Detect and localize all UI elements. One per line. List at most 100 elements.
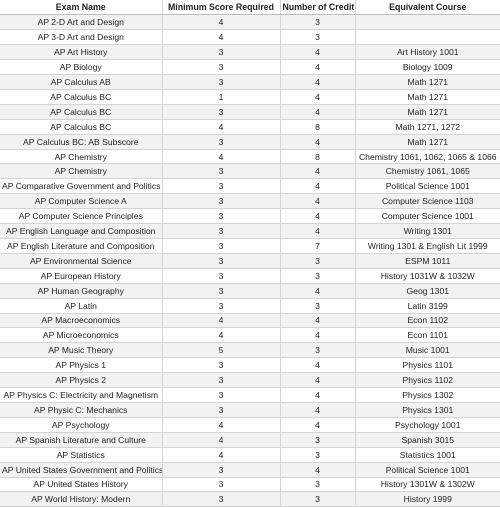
exam-name-cell: AP Calculus BC (0, 89, 163, 105)
minimum-score-cell: 4 (162, 149, 281, 165)
table-row: AP Physic C: Mechanics 3 4 Physics 1301 (0, 402, 500, 418)
table-row: AP 2-D Art and Design 4 3 (0, 14, 500, 31)
minimum-score-cell: 1 (162, 89, 281, 105)
credit-cell: 3 (280, 342, 356, 359)
credit-cell: 4 (280, 462, 356, 478)
minimum-score-cell: 4 (162, 313, 281, 329)
minimum-score-cell: 3 (162, 372, 281, 389)
credit-cell: 4 (280, 89, 356, 105)
exam-name-cell: AP United States History (0, 477, 163, 493)
header-equivalent-course: Equivalent Course (355, 0, 500, 16)
equivalent-course-cell: Physics 1301 (355, 402, 500, 418)
exam-name-cell: AP English Literature and Composition (0, 238, 163, 254)
credit-cell: 4 (280, 327, 356, 344)
equivalent-course-cell: History 1999 (355, 491, 500, 508)
equivalent-course-cell: Music 1001 (355, 342, 500, 359)
exam-name-cell: AP European History (0, 268, 163, 284)
minimum-score-cell: 4 (162, 119, 281, 135)
minimum-score-cell: 3 (162, 402, 281, 418)
minimum-score-cell: 3 (162, 44, 281, 61)
minimum-score-cell: 3 (162, 462, 281, 478)
credit-cell: 3 (280, 268, 356, 284)
exam-name-cell: AP Calculus AB (0, 74, 163, 90)
exam-name-cell: AP 3-D Art and Design (0, 29, 163, 46)
equivalent-course-cell: Political Science 1001 (355, 462, 500, 478)
equivalent-course-cell (355, 14, 500, 31)
exam-name-cell: AP Physic C: Mechanics (0, 402, 163, 418)
equivalent-course-cell: Math 1271 (355, 134, 500, 150)
exam-name-cell: AP Latin (0, 298, 163, 314)
table-row: AP Environmental Science 3 3 ESPM 1011 (0, 253, 500, 269)
table-row: AP United States Government and Politics… (0, 462, 500, 478)
equivalent-course-cell: Physics 1102 (355, 372, 500, 389)
equivalent-course-cell (355, 29, 500, 46)
exam-name-cell: AP English Language and Composition (0, 223, 163, 239)
equivalent-course-cell: Writing 1301 (355, 223, 500, 239)
equivalent-course-cell: History 1301W & 1302W (355, 477, 500, 493)
table-row: AP Calculus AB 3 4 Math 1271 (0, 74, 500, 90)
credit-cell: 8 (280, 149, 356, 165)
table-row: AP Music Theory 5 3 Music 1001 (0, 342, 500, 359)
exam-name-cell: AP Physics 2 (0, 372, 163, 389)
header-number-of-credit: Number of Credit (280, 0, 356, 16)
minimum-score-cell: 3 (162, 193, 281, 210)
minimum-score-cell: 3 (162, 223, 281, 239)
table-row: AP Statistics 4 3 Statistics 1001 (0, 447, 500, 463)
exam-name-cell: AP Calculus BC (0, 104, 163, 120)
minimum-score-cell: 3 (162, 74, 281, 90)
minimum-score-cell: 3 (162, 268, 281, 284)
exam-name-cell: AP Music Theory (0, 342, 163, 359)
table-row: AP Computer Science Principles 3 4 Computer… (0, 208, 500, 225)
equivalent-course-cell: Computer Science 1103 (355, 193, 500, 210)
equivalent-course-cell: Psychology 1001 (355, 417, 500, 433)
exam-name-cell: AP Statistics (0, 447, 163, 463)
exam-name-cell: AP Art History (0, 44, 163, 61)
equivalent-course-cell: Physics 1101 (355, 357, 500, 374)
equivalent-course-cell: Political Science 1001 (355, 178, 500, 195)
minimum-score-cell: 3 (162, 477, 281, 493)
credit-cell: 3 (280, 14, 356, 31)
equivalent-course-cell: Chemistry 1061, 1062, 1065 & 1066 (355, 149, 500, 165)
equivalent-course-cell: Spanish 3015 (355, 432, 500, 448)
credit-cell: 4 (280, 283, 356, 299)
credit-cell: 3 (280, 298, 356, 314)
minimum-score-cell: 3 (162, 178, 281, 195)
table-row: AP European History 3 3 History 1031W & 103… (0, 268, 500, 284)
minimum-score-cell: 4 (162, 417, 281, 433)
table-row: AP 3-D Art and Design 4 3 (0, 29, 500, 46)
minimum-score-cell: 3 (162, 253, 281, 269)
minimum-score-cell: 5 (162, 342, 281, 359)
exam-name-cell: AP Comparative Government and Politics (0, 178, 163, 195)
exam-name-cell: AP Environmental Science (0, 253, 163, 269)
table-row: AP United States History 3 3 History 1301W … (0, 477, 500, 493)
minimum-score-cell: 3 (162, 298, 281, 314)
table-row: AP Macroeconomics 4 4 Econ 1102 (0, 313, 500, 329)
credit-cell: 3 (280, 253, 356, 269)
table-row: AP English Literature and Composition 3 7 W… (0, 238, 500, 254)
exam-name-cell: AP Biology (0, 59, 163, 76)
credit-cell: 4 (280, 357, 356, 374)
table-row: AP Spanish Literature and Culture 4 3 Spani… (0, 432, 500, 448)
credit-cell: 4 (280, 193, 356, 210)
minimum-score-cell: 3 (162, 104, 281, 120)
exam-name-cell: AP 2-D Art and Design (0, 14, 163, 31)
minimum-score-cell: 3 (162, 357, 281, 374)
credit-cell: 3 (280, 447, 356, 463)
header-exam-name: Exam Name (0, 0, 163, 16)
exam-name-cell: AP Physics 1 (0, 357, 163, 374)
exam-name-cell: AP Spanish Literature and Culture (0, 432, 163, 448)
table-row: AP Physics 2 3 4 Physics 1102 (0, 372, 500, 389)
credit-cell: 8 (280, 119, 356, 135)
header-minimum-score: Minimum Score Required (162, 0, 281, 16)
exam-name-cell: AP Chemistry (0, 149, 163, 165)
credit-cell: 3 (280, 29, 356, 46)
header-row: Exam Name Minimum Score Required Number … (0, 0, 500, 16)
table-row: AP Computer Science A 3 4 Computer Science … (0, 193, 500, 210)
table-row: AP Microeconomics 4 4 Econ 1101 (0, 327, 500, 344)
equivalent-course-cell: ESPM 1011 (355, 253, 500, 269)
credit-cell: 4 (280, 178, 356, 195)
table-row: AP World History: Modern 3 3 History 1999 (0, 491, 500, 508)
exam-name-cell: AP Chemistry (0, 163, 163, 180)
exam-name-cell: AP Microeconomics (0, 327, 163, 344)
exam-name-cell: AP Computer Science Principles (0, 208, 163, 225)
